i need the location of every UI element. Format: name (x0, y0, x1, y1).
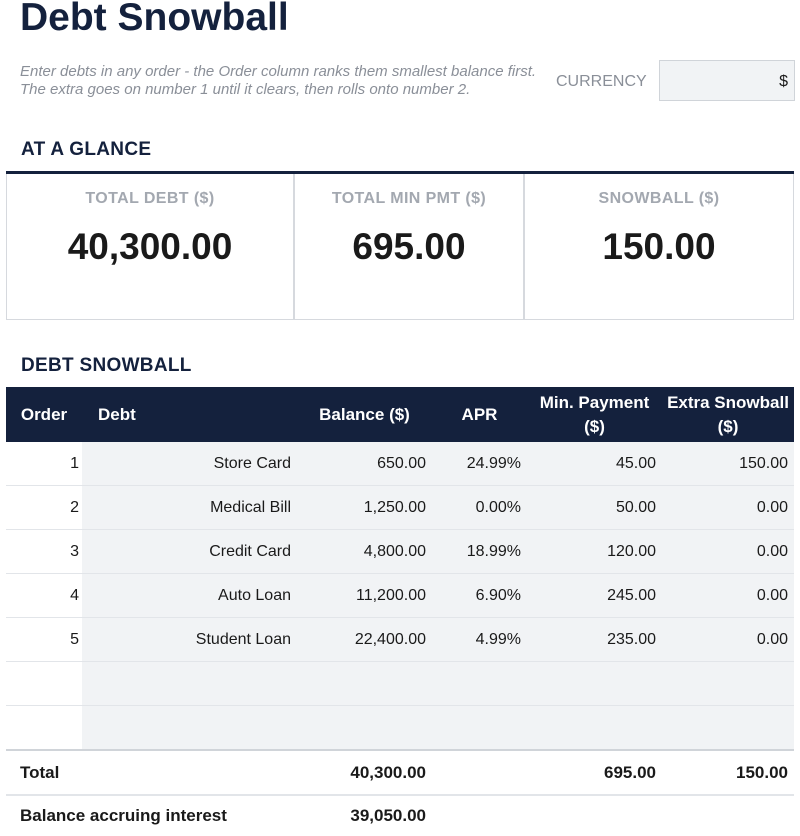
cards: TOTAL DEBT ($) 40,300.00 TOTAL MIN PMT ($… (6, 171, 794, 320)
card: SNOWBALL ($) 150.00 (524, 174, 794, 320)
table-cell: 11,200.00 (297, 573, 432, 618)
accruing-label: Balance accruing interest (6, 795, 297, 836)
table-cell: 1,250.00 (297, 485, 432, 530)
section-heading: AT A GLANCE (21, 139, 152, 160)
total-row: Total 40,300.00 695.00 150.00 (6, 749, 794, 796)
card-value: 150.00 (602, 226, 716, 267)
table-cell: 22,400.00 (297, 617, 432, 662)
card-label: TOTAL MIN PMT ($) (331, 190, 487, 207)
empty-cell (82, 705, 297, 751)
empty-cell (6, 705, 82, 751)
accruing-balance: 39,050.00 (297, 795, 432, 836)
card-label: SNOWBALL ($) (598, 190, 720, 207)
table-cell: 1 (6, 442, 82, 486)
currency-label: CURRENCY (556, 73, 647, 90)
empty-cell (297, 705, 432, 751)
card: TOTAL DEBT ($) 40,300.00 (6, 174, 294, 320)
table-row: 2 Medical Bill 1,250.00 0.00% 50.00 0.00 (6, 485, 794, 530)
table-cell: 0.00% (432, 485, 527, 530)
card: TOTAL MIN PMT ($) 695.00 (294, 174, 524, 320)
table-cell: Store Card (82, 442, 297, 486)
table-cell: 4,800.00 (297, 529, 432, 574)
table-cell: 120.00 (527, 529, 662, 574)
card-value: 40,300.00 (67, 226, 233, 267)
empty-cell (432, 705, 527, 751)
debt-table: Order Debt Balance ($) APR Min. Payment ($) E… (6, 387, 794, 836)
empty-cell (527, 661, 662, 706)
table-cell: 50.00 (527, 485, 662, 530)
empty-cell (297, 661, 432, 706)
column-header: Debt (82, 387, 297, 442)
accruing-row: Balance accruing interest 39,050.00 (6, 795, 794, 836)
table-row: 3 Credit Card 4,800.00 18.99% 120.00 0.00 (6, 529, 794, 574)
table-cell: 245.00 (527, 573, 662, 618)
total-balance: 40,300.00 (297, 749, 432, 796)
table-cell: 0.00 (662, 529, 794, 574)
empty-cell (82, 661, 297, 706)
column-header: Balance ($) (297, 387, 432, 442)
table-row: 4 Auto Loan 11,200.00 6.90% 245.00 0.00 (6, 573, 794, 618)
column-header: Order (6, 387, 82, 442)
table-cell: 4.99% (432, 617, 527, 662)
table-body: 1 Store Card 650.00 24.99% 45.00 150.00 2 Medic… (6, 442, 794, 751)
card-label: TOTAL DEBT ($) (85, 190, 215, 207)
table-cell: 5 (6, 617, 82, 662)
table-cell: 150.00 (662, 442, 794, 486)
table-row: 5 Student Loan 22,400.00 4.99% 235.00 0.00 (6, 617, 794, 662)
table-cell: 6.90% (432, 573, 527, 618)
table-cell: 4 (6, 573, 82, 618)
table-cell: 24.99% (432, 442, 527, 486)
empty-cell (6, 661, 82, 706)
table-row: 1 Store Card 650.00 24.99% 45.00 150.00 (6, 442, 794, 486)
total-extra: 150.00 (662, 749, 794, 796)
table-cell: 235.00 (527, 617, 662, 662)
table-cell: 0.00 (662, 573, 794, 618)
table-cell: 650.00 (297, 442, 432, 486)
empty-cell (662, 661, 794, 706)
title: Debt Snowball (20, 0, 289, 39)
table-cell: 0.00 (662, 485, 794, 530)
subtitle: Enter debts in any order - the Order col… (20, 63, 537, 98)
table-cell: 2 (6, 485, 82, 530)
total-min-payment: 695.00 (527, 749, 662, 796)
table-cell: 3 (6, 529, 82, 574)
currency-input[interactable]: $ (659, 60, 795, 101)
table-cell: 0.00 (662, 617, 794, 662)
card-value: 695.00 (352, 226, 466, 267)
empty-cell (432, 749, 527, 796)
column-header: Extra Snowball ($) (662, 387, 794, 442)
header-row: Order Debt Balance ($) APR Min. Payment ($) E… (6, 387, 794, 442)
table-cell: Medical Bill (82, 485, 297, 530)
table-cell: 18.99% (432, 529, 527, 574)
empty-cell (662, 705, 794, 751)
empty-row (6, 705, 794, 751)
table-cell: Credit Card (82, 529, 297, 574)
empty-cell (432, 661, 527, 706)
column-header: Min. Payment ($) (527, 387, 662, 442)
empty-cell (432, 795, 794, 836)
total-label: Total (6, 749, 297, 796)
section-heading: DEBT SNOWBALL (21, 355, 192, 376)
empty-row (6, 661, 794, 706)
column-header: APR (432, 387, 527, 442)
table-cell: Auto Loan (82, 573, 297, 618)
table-cell: Student Loan (82, 617, 297, 662)
table-cell: 45.00 (527, 442, 662, 486)
empty-cell (527, 705, 662, 751)
